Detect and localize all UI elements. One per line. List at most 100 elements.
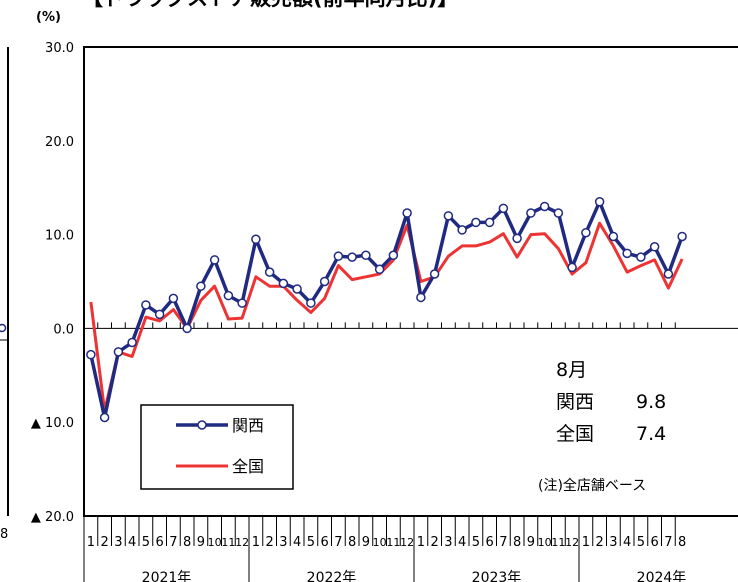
kansai-point — [292, 284, 302, 294]
month-tick-label: 10 — [538, 536, 552, 549]
footnote: (注)全店舗ベース — [538, 477, 646, 494]
month-tick-label: 11 — [221, 536, 235, 549]
left-panel-tick: 8 — [0, 527, 8, 542]
kansai-point — [251, 234, 261, 245]
y-axis: 30.0 20.0 10.0 0.0 ▲ 10.0 ▲ 20.0 — [31, 41, 738, 525]
annotation-zenkoku-value: 7.4 — [636, 423, 666, 445]
month-tick-label: 8 — [348, 535, 356, 550]
kansai-point — [182, 323, 192, 334]
kansai-point — [306, 298, 316, 308]
legend-marker-kansai — [197, 420, 207, 430]
month-tick-label: 5 — [472, 535, 480, 550]
kansai-point — [498, 203, 509, 214]
month-tick-label: 1 — [252, 535, 260, 550]
unit-label: (%) — [36, 10, 61, 25]
kansai-point — [567, 262, 577, 273]
month-tick-label: 5 — [307, 535, 315, 550]
month-tick-label: 7 — [169, 535, 177, 550]
month-tick-label: 3 — [114, 535, 122, 550]
legend-label-zenkoku: 全国 — [232, 457, 264, 476]
kansai-point — [86, 349, 96, 360]
month-tick-label: 2 — [595, 535, 603, 550]
month-tick-label: 2 — [265, 535, 273, 550]
month-tick-label: 11 — [386, 536, 400, 549]
month-tick-label: 6 — [485, 535, 493, 550]
y-tick-label: 20.0 — [45, 135, 74, 150]
kansai-point — [388, 250, 399, 260]
left-panel-marker — [0, 323, 7, 333]
kansai-point — [471, 217, 481, 228]
month-tick-label: 4 — [458, 535, 466, 550]
kansai-point — [168, 293, 179, 304]
month-tick-label: 6 — [320, 535, 328, 550]
kansai-point — [141, 300, 151, 310]
month-tick-label: 7 — [334, 535, 342, 550]
kansai-point — [636, 252, 646, 262]
month-tick-label: 12 — [235, 536, 249, 549]
kansai-point — [113, 347, 124, 357]
month-tick-label: 11 — [551, 536, 565, 549]
kansai-point — [319, 276, 330, 287]
month-tick-label: 7 — [499, 535, 507, 550]
chart-title: 【ドラッグストア販売額(前年同月比)】 — [82, 0, 458, 10]
kansai-point — [196, 281, 206, 291]
month-tick-label: 3 — [444, 535, 452, 550]
month-tick-label: 5 — [142, 535, 150, 550]
month-tick-label: 1 — [582, 535, 590, 550]
month-tick-label: 6 — [650, 535, 658, 550]
kansai-point — [581, 227, 591, 238]
month-tick-label: 2 — [100, 535, 108, 550]
kansai-point — [237, 298, 247, 308]
month-tick-label: 2 — [430, 535, 438, 550]
month-tick-label: 9 — [527, 535, 535, 550]
kansai-point — [649, 242, 660, 252]
annotation-month: 8月 — [556, 359, 587, 381]
kansai-point — [663, 269, 674, 279]
y-tick-label: 10.0 — [45, 229, 74, 244]
kansai-point — [443, 211, 454, 221]
kansai-point — [374, 264, 385, 275]
month-tick-label: 8 — [513, 535, 521, 550]
month-tick-label: 3 — [609, 535, 617, 550]
legend: 関西 全国 — [140, 404, 294, 490]
month-tick-label: 12 — [565, 536, 579, 549]
latest-values-annotation: 8月 関西 9.8 全国 7.4 — [556, 359, 666, 445]
month-tick-label: 4 — [293, 535, 301, 550]
y-tick-label: 0.0 — [53, 322, 74, 337]
kansai-point — [278, 278, 289, 289]
month-tick-label: 8 — [678, 535, 686, 550]
month-tick-label: 10 — [373, 536, 387, 549]
annotation-kansai-name: 関西 — [556, 391, 594, 413]
kansai-point — [429, 269, 440, 279]
kansai-point — [347, 252, 357, 262]
month-tick-label: 3 — [279, 535, 287, 550]
year-label: 2022年 — [307, 570, 357, 582]
legend-box — [140, 404, 294, 490]
annotation-zenkoku-name: 全国 — [556, 423, 594, 445]
month-tick-label: 12 — [400, 536, 414, 549]
kansai-point — [553, 208, 564, 218]
kansai-point — [539, 201, 550, 212]
kansai-point — [209, 255, 220, 265]
kansai-point — [127, 337, 137, 348]
legend-label-kansai: 関西 — [232, 416, 264, 435]
year-label: 2024年 — [637, 570, 687, 582]
month-tick-label: 1 — [87, 535, 95, 550]
series-line-kansai — [89, 200, 684, 420]
kansai-point — [154, 309, 165, 320]
kansai-point — [402, 208, 412, 218]
kansai-point — [333, 251, 344, 261]
kansai-point — [608, 231, 619, 242]
kansai-point — [484, 217, 495, 228]
month-tick-label: 7 — [664, 535, 672, 550]
year-label: 2023年 — [472, 570, 522, 582]
kansai-point — [622, 248, 632, 259]
month-tick-label: 5 — [637, 535, 645, 550]
month-tick-label: 8 — [183, 535, 191, 550]
kansai-point — [457, 225, 467, 235]
kansai-point — [677, 231, 687, 242]
month-tick-label: 6 — [155, 535, 163, 550]
kansai-point — [594, 197, 605, 207]
y-tick-label: 30.0 — [45, 41, 74, 56]
